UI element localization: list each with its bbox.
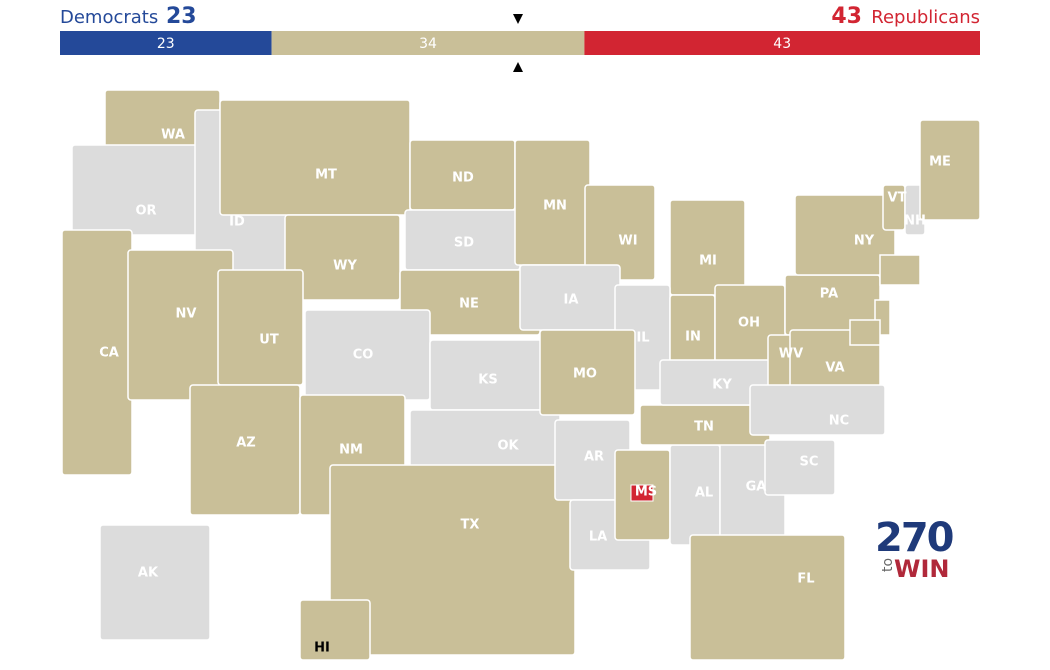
map: WA OR ID MT WY ND SD NE MN WI MI IA IL IN OH PA NY CA NV UT… xyxy=(61,89,981,661)
state xyxy=(71,144,208,236)
state-small xyxy=(849,319,881,346)
state-label: CO xyxy=(353,348,374,363)
state xyxy=(794,194,896,276)
state-small xyxy=(879,254,921,286)
state-label: MN xyxy=(543,199,567,214)
logo-to: to xyxy=(880,558,896,572)
state-label: HI xyxy=(314,641,330,656)
segment-label: 23 xyxy=(157,36,175,52)
balance-bar: 23 34 43 xyxy=(60,31,980,55)
state-label: NY xyxy=(854,234,875,249)
state-label: TX xyxy=(461,518,480,533)
state-label: VT xyxy=(888,191,907,206)
state-label: VA xyxy=(825,361,844,376)
segment-label: 34 xyxy=(419,36,437,52)
state-label: LA xyxy=(589,530,607,545)
marker-top xyxy=(513,14,523,24)
state-label: AK xyxy=(138,566,159,581)
state-label: NC xyxy=(829,414,849,429)
state-label: NE xyxy=(459,297,479,312)
state-label: IL xyxy=(636,331,649,346)
state-label: WA xyxy=(161,128,185,143)
state-label: TN xyxy=(694,420,714,435)
dem-name: Democrats xyxy=(60,7,158,28)
state xyxy=(99,524,211,641)
state xyxy=(919,119,981,221)
state-label: CA xyxy=(99,346,119,361)
bar-segment xyxy=(60,31,272,55)
state-label: AZ xyxy=(236,436,256,451)
state-label: WI xyxy=(618,234,637,249)
dem-seats: 23 xyxy=(166,4,197,29)
bar-segment xyxy=(271,31,585,55)
state xyxy=(539,329,636,416)
state xyxy=(764,439,836,496)
state-label: ME xyxy=(929,155,951,170)
state-label: IN xyxy=(685,330,701,345)
state-label: AL xyxy=(695,486,713,501)
state-label: OH xyxy=(738,316,760,331)
state-label: MS xyxy=(635,485,657,500)
state-label: KY xyxy=(712,378,732,393)
state xyxy=(669,199,746,296)
logo-number: 270 xyxy=(875,515,953,561)
state-label: AR xyxy=(584,450,604,465)
logo-win: WIN xyxy=(894,555,950,583)
state-label: UT xyxy=(259,333,279,348)
state-label: WV xyxy=(779,347,803,362)
segment-label: 43 xyxy=(773,36,791,52)
state-label: SD xyxy=(454,236,474,251)
bar-segment xyxy=(584,31,980,55)
state xyxy=(299,599,371,661)
state-label: WY xyxy=(333,259,357,274)
state xyxy=(749,384,886,436)
rep-seats: 43 xyxy=(831,4,862,29)
marker-bottom xyxy=(513,62,523,72)
state-label: MI xyxy=(699,254,717,269)
state-label: NM xyxy=(339,443,363,458)
state xyxy=(689,534,846,661)
state-label: MT xyxy=(315,168,337,183)
state-label: KS xyxy=(478,373,497,388)
state-label: OR xyxy=(135,204,156,219)
state-label: FL xyxy=(797,572,814,587)
state-label: SC xyxy=(800,455,819,470)
special-election-marker xyxy=(630,484,654,502)
state xyxy=(284,214,401,301)
state-label: IA xyxy=(564,293,579,308)
state-label: ND xyxy=(452,171,474,186)
state-label: PA xyxy=(820,287,838,302)
state xyxy=(219,99,411,216)
state xyxy=(217,269,304,386)
state xyxy=(61,229,133,476)
rep-name: Republicans xyxy=(871,7,980,28)
state-label: NH xyxy=(904,214,926,229)
state-label: MO xyxy=(573,367,597,382)
logo: 270 to WIN xyxy=(875,515,955,583)
state-label: NV xyxy=(176,307,197,322)
state-label: OK xyxy=(497,439,519,454)
state-label: ID xyxy=(229,215,245,230)
state-label: GA xyxy=(746,480,767,495)
